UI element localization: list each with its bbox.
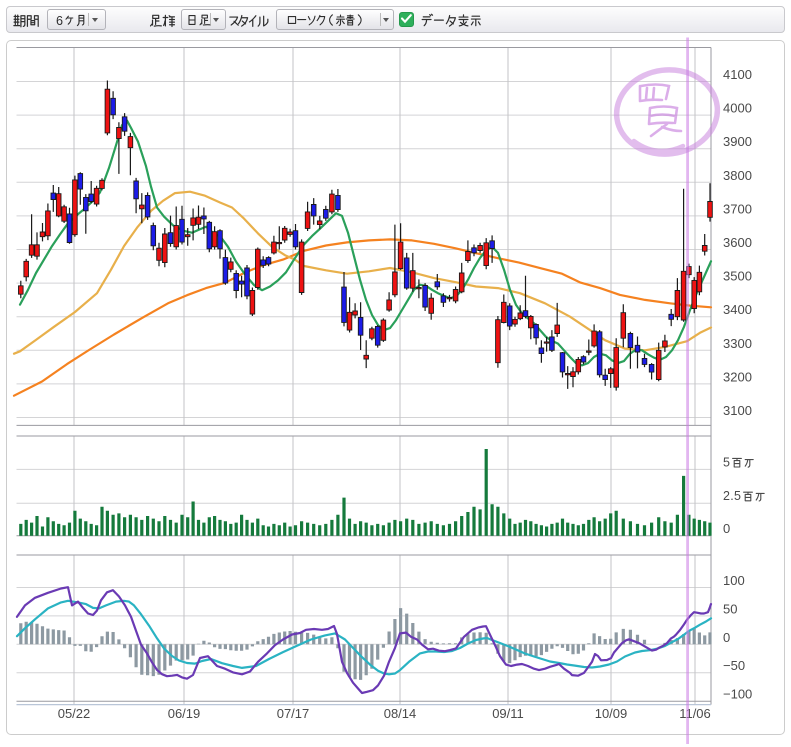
svg-text:−100: −100 xyxy=(723,687,752,702)
svg-text:3300: 3300 xyxy=(723,336,752,351)
svg-text:.: . xyxy=(730,489,733,503)
svg-text:5: 5 xyxy=(734,489,741,503)
svg-text:3400: 3400 xyxy=(723,302,752,317)
svg-text:−50: −50 xyxy=(723,658,745,673)
svg-text:3700: 3700 xyxy=(723,201,752,216)
svg-text:10/09: 10/09 xyxy=(595,706,628,721)
svg-text:2: 2 xyxy=(723,489,730,503)
svg-text:3500: 3500 xyxy=(723,269,752,284)
svg-text:4100: 4100 xyxy=(723,67,752,82)
svg-text:05/22: 05/22 xyxy=(58,706,91,721)
svg-text:09/11: 09/11 xyxy=(492,706,524,721)
svg-text:50: 50 xyxy=(723,601,737,616)
svg-text:07/17: 07/17 xyxy=(277,706,310,721)
svg-text:08/14: 08/14 xyxy=(384,706,417,721)
svg-text:5: 5 xyxy=(723,455,730,469)
svg-text:3800: 3800 xyxy=(723,168,752,183)
svg-text:11/06: 11/06 xyxy=(679,706,711,721)
svg-text:3100: 3100 xyxy=(723,403,752,418)
svg-text:3900: 3900 xyxy=(723,134,752,149)
svg-text:3200: 3200 xyxy=(723,369,752,384)
svg-text:4000: 4000 xyxy=(723,101,752,116)
svg-text:3600: 3600 xyxy=(723,235,752,250)
svg-text:100: 100 xyxy=(723,573,745,588)
svg-text:0: 0 xyxy=(723,630,730,645)
svg-text:06/19: 06/19 xyxy=(168,706,201,721)
svg-text:0: 0 xyxy=(723,521,730,536)
